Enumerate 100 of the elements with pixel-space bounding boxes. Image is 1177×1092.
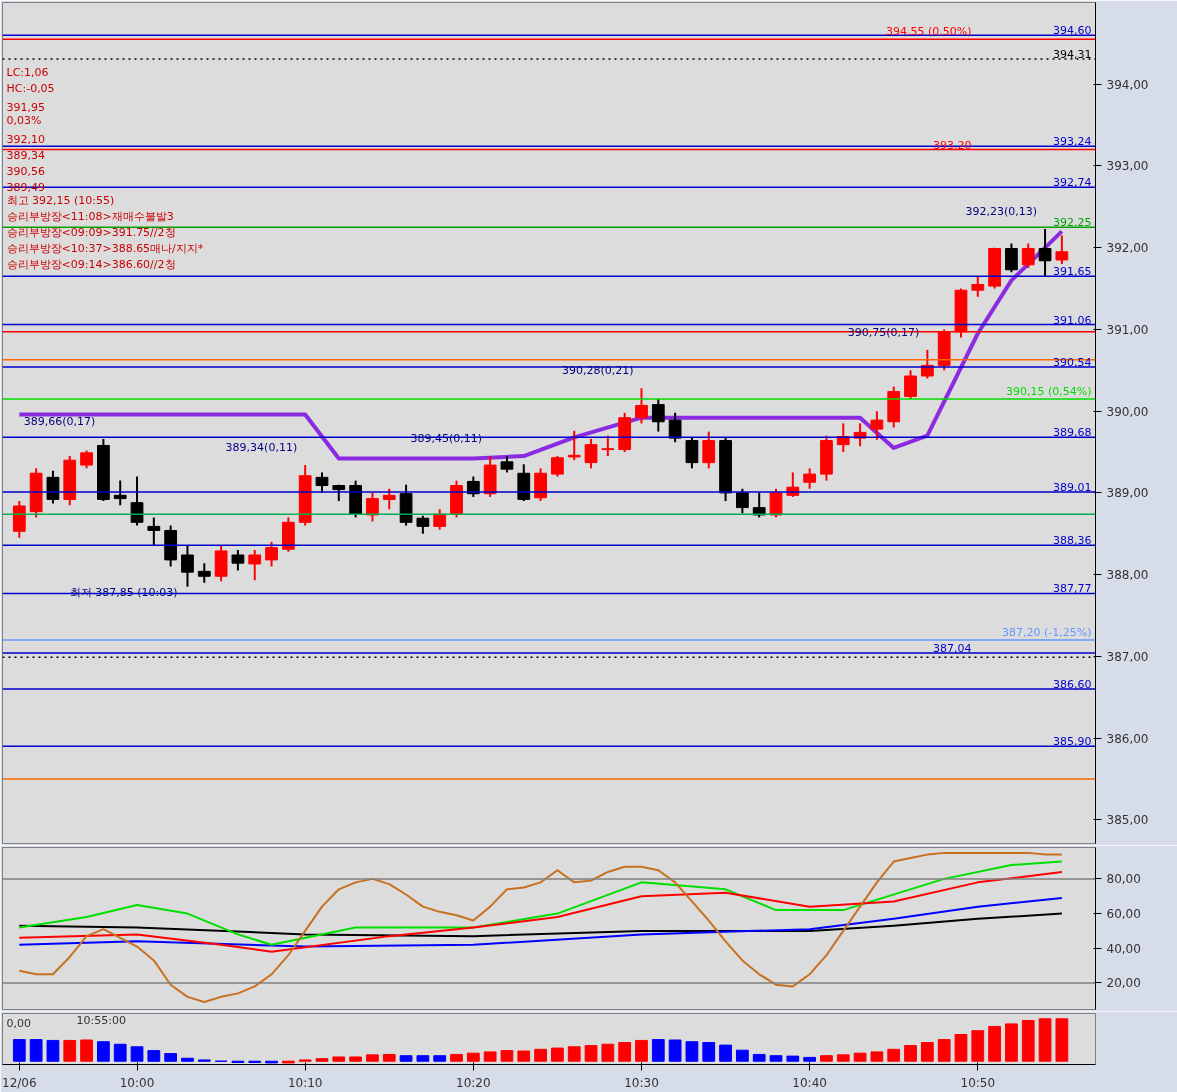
candlestick xyxy=(584,437,598,470)
bar xyxy=(971,1030,985,1062)
bar xyxy=(719,1044,732,1062)
candlestick xyxy=(1005,242,1018,274)
bar xyxy=(836,1054,850,1062)
ref-line-label: 392,25 xyxy=(1053,216,1092,230)
candlestick xyxy=(702,430,716,470)
bar xyxy=(483,1051,497,1062)
bar xyxy=(1055,1018,1069,1062)
y-tick-label: 389,00 xyxy=(1106,486,1149,501)
bar xyxy=(786,1055,800,1062)
bar xyxy=(164,1053,178,1062)
y-tick-label: 80,00 xyxy=(1106,872,1141,887)
x-tick-label: 10:10 xyxy=(287,1075,323,1090)
candlestick xyxy=(668,411,682,444)
bar xyxy=(500,1050,514,1062)
bar xyxy=(937,1039,951,1062)
bar xyxy=(920,1042,934,1062)
candlestick xyxy=(113,479,127,507)
y-tick-label: 392,00 xyxy=(1106,241,1149,256)
bar xyxy=(988,1025,1001,1062)
ref-line-label: 391,06 xyxy=(1053,313,1092,327)
ref-line-label: 386,60 xyxy=(1053,678,1092,692)
annotation: 승리부방장<09:09>391.75//2청 xyxy=(6,225,176,239)
bar xyxy=(618,1042,632,1062)
bar xyxy=(635,1039,648,1062)
candlestick xyxy=(1055,234,1069,266)
ref-line-label: 388,36 xyxy=(1053,534,1092,548)
bar xyxy=(870,1051,884,1062)
y-tick-label: 390,00 xyxy=(1106,404,1149,419)
y-tick-label: 386,00 xyxy=(1106,731,1149,746)
bar xyxy=(12,1039,26,1062)
bar xyxy=(416,1055,430,1062)
candlestick xyxy=(46,469,60,505)
y-tick-label: 60,00 xyxy=(1106,907,1141,922)
candlestick xyxy=(130,475,144,527)
annotation: 390,56 xyxy=(6,164,45,178)
ref-line-label: 392,74 xyxy=(1053,176,1092,190)
candlestick xyxy=(433,508,447,531)
bar xyxy=(668,1039,682,1062)
bar xyxy=(769,1055,783,1062)
annotation: 0,00 xyxy=(6,1016,31,1030)
x-tick-label: 10:50 xyxy=(960,1075,996,1090)
annotation: 승리부방장<09:14>386.60//2청 xyxy=(6,257,176,271)
candlestick xyxy=(853,422,867,448)
bar xyxy=(46,1039,60,1062)
candlestick xyxy=(904,369,917,400)
candlestick xyxy=(181,545,194,588)
bar xyxy=(651,1039,665,1062)
x-tick-label: 10:20 xyxy=(456,1075,491,1090)
bar xyxy=(147,1050,161,1062)
candlestick xyxy=(836,422,850,454)
bar xyxy=(735,1049,749,1062)
ref-line-label: 389,68 xyxy=(1053,426,1092,440)
ref-line-label: 390,15 (0,54%) xyxy=(1005,384,1092,398)
bar xyxy=(332,1056,346,1062)
candlestick xyxy=(197,562,211,584)
bar xyxy=(382,1053,396,1062)
candlestick xyxy=(1021,242,1035,270)
y-tick-label: 40,00 xyxy=(1106,941,1141,956)
candlestick xyxy=(769,487,783,519)
candlestick xyxy=(231,549,245,572)
candlestick xyxy=(551,455,564,478)
candlestick xyxy=(265,540,278,568)
ref-line-label: 389,01 xyxy=(1053,481,1092,495)
annotation: 389,34(0,11) xyxy=(225,441,298,455)
candlestick xyxy=(971,275,985,298)
candlestick xyxy=(248,549,262,582)
bar xyxy=(904,1045,917,1062)
bar xyxy=(315,1058,329,1062)
y-tick-label: 385,00 xyxy=(1106,813,1149,828)
x-tick-label: 10:00 xyxy=(119,1075,155,1090)
annotation: 389,66(0,17) xyxy=(23,414,96,428)
annotation: 0,03% xyxy=(6,113,42,127)
ref-line-label: 394,31 xyxy=(1053,47,1092,61)
bar xyxy=(399,1055,413,1062)
bar xyxy=(97,1041,110,1062)
bar xyxy=(601,1043,615,1062)
x-tick-label: 10:30 xyxy=(624,1075,659,1090)
bar xyxy=(349,1056,363,1062)
annotation: 390,28(0,21) xyxy=(561,364,634,378)
annotation: 승리부방장<10:37>388.65매나/지지* xyxy=(6,241,204,255)
candlestick xyxy=(382,487,396,511)
candlestick xyxy=(651,397,665,433)
bar xyxy=(181,1057,194,1062)
bar xyxy=(853,1052,867,1062)
annotation: 10:55:00 xyxy=(76,1013,126,1027)
annotation: 389,34 xyxy=(6,148,45,162)
ref-line-label: 387,77 xyxy=(1053,582,1092,596)
ref-line-label: 390,54 xyxy=(1053,356,1092,370)
ref-line-label: 391,65 xyxy=(1053,265,1092,279)
ref-line-label: 387,20 (-1,25%) xyxy=(1002,625,1092,639)
bar xyxy=(1005,1023,1018,1062)
bar xyxy=(702,1042,716,1062)
candlestick xyxy=(870,410,884,441)
bar xyxy=(466,1052,480,1062)
annotation: 391,95 xyxy=(6,100,45,114)
bar xyxy=(113,1043,127,1062)
annotation: 최고 392,15 (10:55) xyxy=(6,193,115,207)
ref-line-label: 385,90 xyxy=(1053,735,1092,749)
